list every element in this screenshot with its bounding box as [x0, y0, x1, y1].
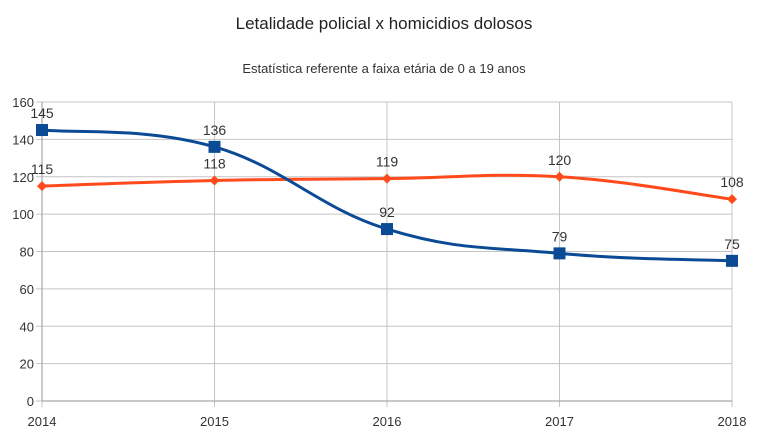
y-tick-label: 160: [12, 95, 34, 110]
data-point-marker: [554, 171, 565, 182]
y-tick-label: 80: [20, 245, 34, 260]
data-label: 79: [552, 228, 568, 244]
axes: 0 20 40 60 80 100 120 140 160 2014 2015 2016 2017 201…: [12, 95, 746, 429]
data-label: 115: [31, 161, 54, 177]
data-point-marker: [727, 194, 737, 205]
x-tick-label: 2018: [718, 414, 747, 429]
data-point-marker: [208, 140, 221, 153]
data-label: 108: [720, 174, 744, 190]
data-label: 119: [376, 154, 399, 170]
y-tick-label: 100: [12, 207, 34, 222]
data-point-marker: [553, 247, 566, 260]
data-label: 118: [203, 155, 226, 171]
x-tick-label: 2016: [373, 414, 402, 429]
series-group: [36, 124, 738, 267]
data-label: 92: [379, 204, 395, 220]
data-point-marker: [209, 175, 220, 186]
x-tick-label: 2015: [200, 414, 229, 429]
y-tick-label: 140: [12, 132, 34, 147]
data-point-marker: [36, 124, 48, 137]
y-tick-label: 40: [20, 319, 34, 334]
data-point-marker: [37, 181, 47, 192]
data-label: 145: [30, 105, 54, 121]
y-tick-label: 120: [12, 170, 34, 185]
data-label: 136: [203, 122, 227, 138]
y-tick-label: 20: [20, 357, 34, 372]
data-point-marker: [382, 173, 392, 184]
y-tick-label: 0: [27, 394, 34, 409]
data-label: 120: [548, 152, 572, 168]
chart-title: Letalidade policial x homicidios dolosos: [236, 14, 533, 33]
chart-subtitle: Estatística referente a faixa etária de …: [242, 61, 526, 76]
gridlines: [36, 101, 733, 407]
data-label: 75: [724, 236, 740, 252]
x-tick-label: 2017: [545, 414, 574, 429]
x-tick-label: 2014: [28, 414, 57, 429]
data-point-marker: [381, 223, 393, 236]
y-tick-label: 60: [20, 282, 34, 297]
data-point-marker: [726, 254, 738, 267]
data-labels: 115 118 119 120 108 145 136 92 79 75: [30, 105, 744, 252]
